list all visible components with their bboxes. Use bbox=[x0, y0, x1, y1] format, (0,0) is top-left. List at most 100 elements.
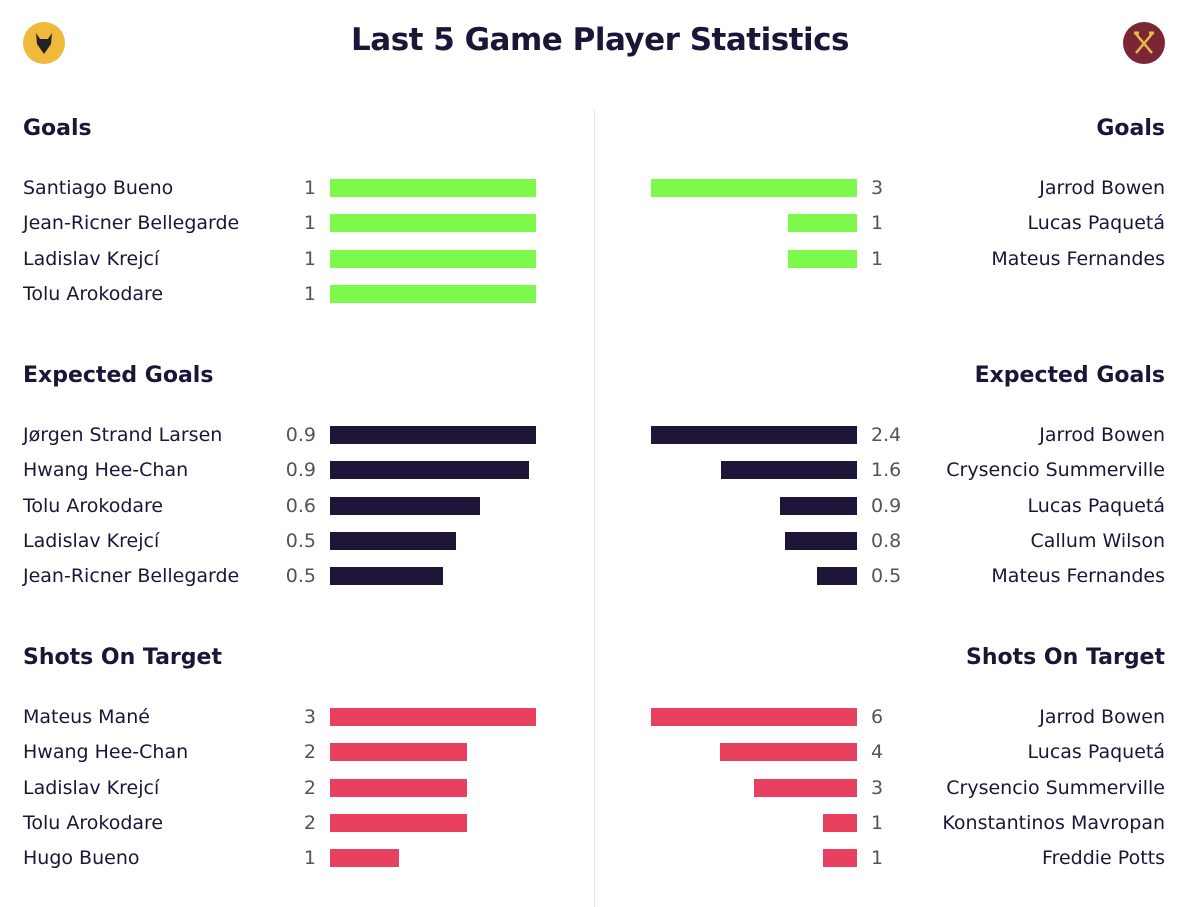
player-name: Lucas Paquetá bbox=[1027, 741, 1165, 764]
stat-bar bbox=[330, 708, 536, 726]
player-name: Crysencio Summerville bbox=[946, 459, 1165, 482]
stat-value: 3 bbox=[871, 177, 884, 199]
stat-bar bbox=[330, 813, 468, 832]
stat-value: 0.6 bbox=[285, 494, 316, 517]
stat-value: 2.4 bbox=[871, 424, 902, 446]
player-name: Santiago Bueno bbox=[23, 177, 174, 199]
stat-bar bbox=[651, 426, 857, 444]
away-player-row: 2.4 Jarrod Bowen bbox=[600, 423, 1200, 458]
stat-bar bbox=[651, 708, 857, 726]
stat-bar bbox=[330, 284, 536, 303]
home-section-title: Expected Goals bbox=[23, 363, 214, 388]
player-name: Hwang Hee-Chan bbox=[23, 459, 189, 482]
center-divider bbox=[594, 110, 595, 907]
stat-bar bbox=[822, 849, 857, 868]
player-name: Jarrod Bowen bbox=[1039, 706, 1165, 728]
stat-value: 1 bbox=[871, 212, 884, 235]
player-name: Jørgen Strand Larsen bbox=[23, 424, 223, 446]
player-name: Mateus Fernandes bbox=[991, 565, 1165, 588]
player-name: Freddie Potts bbox=[1042, 847, 1165, 870]
away-player-row: 1 Mateus Fernandes bbox=[600, 247, 1200, 282]
stat-bar bbox=[817, 567, 857, 586]
stat-value: 0.8 bbox=[871, 529, 902, 552]
stat-value: 0.9 bbox=[871, 494, 902, 517]
stat-value: 1 bbox=[871, 811, 884, 834]
away-player-row: 1 Konstantinos Mavropan bbox=[600, 811, 1200, 846]
player-name: Lucas Paquetá bbox=[1027, 212, 1165, 235]
home-section-title: Goals bbox=[23, 116, 92, 141]
player-name: Tolu Arokodare bbox=[23, 282, 164, 305]
stat-bar bbox=[330, 426, 536, 444]
stat-bar bbox=[330, 743, 468, 762]
away-player-row: 3 Crysencio Summerville bbox=[600, 776, 1200, 811]
player-name: Callum Wilson bbox=[1030, 529, 1165, 552]
home-player-row: Jean-Ricner Bellegarde 1 bbox=[0, 211, 600, 246]
away-player-row: 1 Freddie Potts bbox=[600, 846, 1200, 881]
player-name: Tolu Arokodare bbox=[23, 494, 164, 517]
player-name: Jarrod Bowen bbox=[1039, 424, 1165, 446]
away-section-title: Expected Goals bbox=[974, 363, 1165, 388]
home-player-row: Ladislav Krejcí 0.5 bbox=[0, 529, 600, 564]
away-player-row: 1.6 Crysencio Summerville bbox=[600, 458, 1200, 493]
stat-value: 0.9 bbox=[285, 424, 316, 446]
player-name: Hugo Bueno bbox=[23, 847, 140, 870]
stat-value: 0.5 bbox=[285, 565, 316, 588]
home-player-row: Tolu Arokodare 2 bbox=[0, 811, 600, 846]
player-name: Lucas Paquetá bbox=[1027, 494, 1165, 517]
player-name: Ladislav Krejcí bbox=[23, 776, 160, 799]
stat-bar bbox=[754, 778, 857, 797]
away-section-title: Goals bbox=[1096, 116, 1165, 141]
stat-value: 2 bbox=[303, 776, 316, 799]
home-player-row: Jørgen Strand Larsen 0.9 bbox=[0, 423, 600, 458]
stat-bar bbox=[719, 743, 857, 762]
away-player-row: 4 Lucas Paquetá bbox=[600, 740, 1200, 775]
stat-bar bbox=[330, 461, 529, 480]
player-name: Mateus Fernandes bbox=[991, 247, 1165, 270]
home-player-row: Hwang Hee-Chan 2 bbox=[0, 740, 600, 775]
stat-value: 1 bbox=[871, 847, 884, 870]
stat-value: 0.5 bbox=[285, 529, 316, 552]
stat-value: 2 bbox=[303, 741, 316, 764]
stat-bar bbox=[330, 496, 480, 515]
home-player-row: Ladislav Krejcí 2 bbox=[0, 776, 600, 811]
stat-value: 3 bbox=[303, 706, 316, 728]
stat-value: 1 bbox=[303, 282, 316, 305]
stat-bar bbox=[330, 778, 468, 797]
player-name: Mateus Mané bbox=[23, 706, 150, 728]
stat-bar bbox=[330, 179, 536, 197]
player-name: Jean-Ricner Bellegarde bbox=[23, 212, 240, 235]
home-section-title: Shots On Target bbox=[23, 645, 222, 670]
away-player-row: 0.5 Mateus Fernandes bbox=[600, 564, 1200, 599]
stat-value: 0.5 bbox=[871, 565, 902, 588]
stat-value: 1 bbox=[303, 247, 316, 270]
stat-bar bbox=[330, 214, 536, 233]
stat-bar bbox=[784, 531, 857, 550]
home-player-row: Hwang Hee-Chan 0.9 bbox=[0, 458, 600, 493]
stat-bar bbox=[788, 249, 857, 268]
stat-bar bbox=[330, 249, 536, 268]
away-section-title: Shots On Target bbox=[966, 645, 1165, 670]
wolves-crest-icon bbox=[23, 22, 65, 64]
stat-value: 2 bbox=[303, 811, 316, 834]
player-name: Ladislav Krejcí bbox=[23, 529, 160, 552]
stat-bar bbox=[721, 461, 857, 480]
player-name: Hwang Hee-Chan bbox=[23, 741, 189, 764]
west-ham-crest-icon bbox=[1123, 22, 1165, 64]
player-name: Jean-Ricner Bellegarde bbox=[23, 565, 240, 588]
player-name: Konstantinos Mavropan bbox=[942, 811, 1165, 834]
home-player-row: Santiago Bueno 1 bbox=[0, 176, 600, 211]
stat-bar bbox=[330, 531, 457, 550]
page-title: Last 5 Game Player Statistics bbox=[351, 22, 849, 58]
player-name: Jarrod Bowen bbox=[1039, 177, 1165, 199]
away-player-row: 0.9 Lucas Paquetá bbox=[600, 494, 1200, 529]
home-player-row: Mateus Mané 3 bbox=[0, 705, 600, 740]
stat-value: 1 bbox=[871, 247, 884, 270]
away-player-row: 6 Jarrod Bowen bbox=[600, 705, 1200, 740]
away-player-row: 3 Jarrod Bowen bbox=[600, 176, 1200, 211]
player-name: Ladislav Krejcí bbox=[23, 247, 160, 270]
stat-value: 0.9 bbox=[285, 459, 316, 482]
player-name: Crysencio Summerville bbox=[946, 776, 1165, 799]
player-name: Tolu Arokodare bbox=[23, 811, 164, 834]
stat-bar bbox=[330, 849, 399, 868]
home-player-row: Tolu Arokodare 0.6 bbox=[0, 494, 600, 529]
